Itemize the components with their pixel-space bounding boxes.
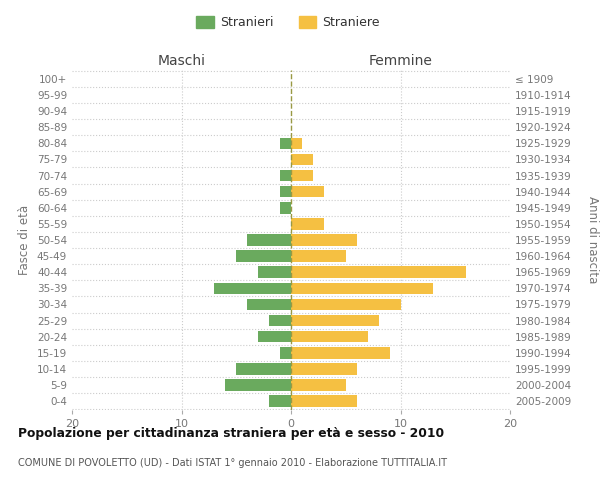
Bar bbox=[291, 396, 357, 407]
Bar bbox=[236, 250, 291, 262]
Bar bbox=[291, 347, 389, 358]
Bar bbox=[291, 266, 466, 278]
Bar bbox=[280, 202, 291, 213]
Bar bbox=[291, 379, 346, 391]
Bar bbox=[214, 282, 291, 294]
Bar bbox=[291, 363, 357, 374]
Bar bbox=[291, 186, 324, 198]
Bar bbox=[280, 347, 291, 358]
Bar bbox=[247, 298, 291, 310]
Bar bbox=[258, 331, 291, 342]
Bar bbox=[291, 250, 346, 262]
Bar bbox=[269, 396, 291, 407]
Bar bbox=[291, 331, 368, 342]
Bar bbox=[291, 234, 357, 246]
Bar bbox=[247, 234, 291, 246]
Bar bbox=[291, 282, 433, 294]
Y-axis label: Fasce di età: Fasce di età bbox=[19, 205, 31, 275]
Bar bbox=[280, 186, 291, 198]
Bar bbox=[291, 218, 324, 230]
Bar bbox=[291, 315, 379, 326]
Bar bbox=[280, 138, 291, 149]
Text: Femmine: Femmine bbox=[368, 54, 433, 68]
Y-axis label: Anni di nascita: Anni di nascita bbox=[586, 196, 599, 284]
Bar bbox=[291, 154, 313, 165]
Bar bbox=[291, 170, 313, 181]
Legend: Stranieri, Straniere: Stranieri, Straniere bbox=[191, 11, 385, 34]
Text: Maschi: Maschi bbox=[157, 54, 205, 68]
Text: Popolazione per cittadinanza straniera per età e sesso - 2010: Popolazione per cittadinanza straniera p… bbox=[18, 428, 444, 440]
Bar bbox=[291, 298, 401, 310]
Bar bbox=[236, 363, 291, 374]
Bar bbox=[269, 315, 291, 326]
Bar bbox=[226, 379, 291, 391]
Bar bbox=[291, 138, 302, 149]
Bar bbox=[258, 266, 291, 278]
Bar bbox=[280, 170, 291, 181]
Text: COMUNE DI POVOLETTO (UD) - Dati ISTAT 1° gennaio 2010 - Elaborazione TUTTITALIA.: COMUNE DI POVOLETTO (UD) - Dati ISTAT 1°… bbox=[18, 458, 447, 468]
